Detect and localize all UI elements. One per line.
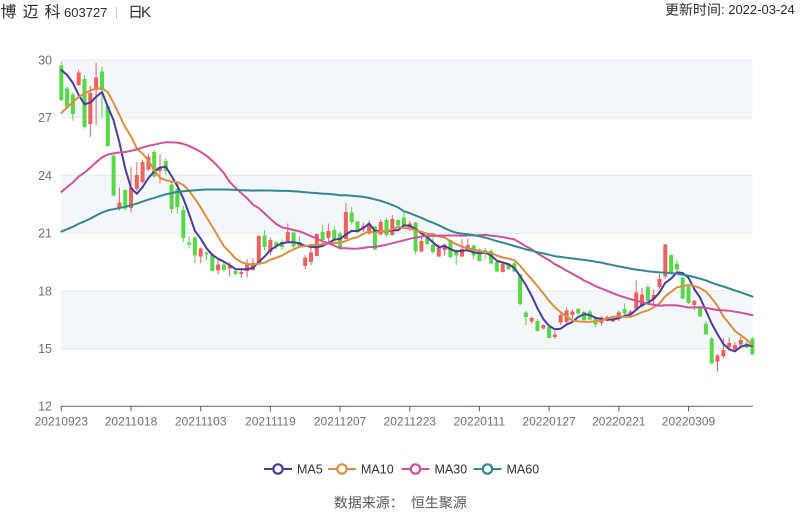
svg-text:18: 18 <box>38 284 52 298</box>
svg-text:20220111: 20220111 <box>454 415 506 429</box>
svg-text:30: 30 <box>38 53 52 67</box>
svg-text:603727: 603727 <box>64 5 107 20</box>
svg-text:21: 21 <box>38 227 52 241</box>
svg-text:MA5: MA5 <box>297 463 323 477</box>
svg-text:: 2022-03-24: : 2022-03-24 <box>721 2 795 17</box>
svg-text:20220309: 20220309 <box>662 415 716 429</box>
svg-text:20211018: 20211018 <box>105 415 158 429</box>
svg-text:20211103: 20211103 <box>175 415 227 429</box>
svg-text:15: 15 <box>38 342 52 356</box>
svg-text:12: 12 <box>38 400 52 414</box>
svg-text:MA30: MA30 <box>435 463 468 477</box>
svg-text:MA60: MA60 <box>507 463 540 477</box>
svg-text:20220221: 20220221 <box>592 415 646 429</box>
svg-text:20211207: 20211207 <box>314 415 367 429</box>
svg-text:24: 24 <box>38 169 52 183</box>
svg-text:MA10: MA10 <box>361 463 394 477</box>
svg-text:27: 27 <box>38 111 52 125</box>
svg-text:20211223: 20211223 <box>384 415 437 429</box>
svg-text:20210923: 20210923 <box>35 415 89 429</box>
svg-text:20211119: 20211119 <box>245 415 296 429</box>
svg-text:20220127: 20220127 <box>522 415 576 429</box>
svg-text:K: K <box>141 4 151 21</box>
